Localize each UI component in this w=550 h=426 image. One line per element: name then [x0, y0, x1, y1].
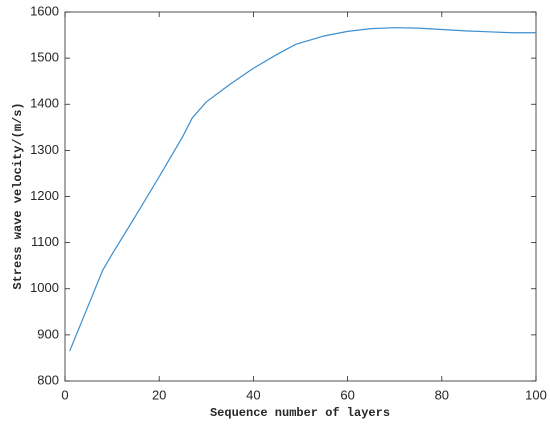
x-axis-label: Sequence number of layers — [210, 406, 390, 420]
x-tick-label: 80 — [435, 387, 449, 402]
plot-frame — [64, 11, 537, 382]
y-tick-label: 1400 — [30, 96, 59, 111]
y-tick-label: 1500 — [30, 50, 59, 65]
y-tick-label: 1000 — [30, 280, 59, 295]
y-axis-label: Stress wave velocity/(m/s) — [11, 102, 25, 289]
y-tick-label: 1100 — [31, 234, 59, 249]
x-tick-label: 60 — [340, 387, 354, 402]
y-tick-label: 1600 — [30, 3, 59, 18]
x-tick-label: 40 — [246, 387, 260, 402]
y-tick-label: 900 — [37, 326, 59, 341]
x-tick-label: 100 — [525, 387, 547, 402]
y-tick-label: 1300 — [30, 142, 59, 157]
y-tick-label: 1200 — [30, 188, 59, 203]
x-tick-label: 20 — [152, 387, 166, 402]
data-line — [69, 27, 536, 352]
y-tick-label: 800 — [37, 372, 59, 387]
x-tick-label: 0 — [61, 387, 68, 402]
